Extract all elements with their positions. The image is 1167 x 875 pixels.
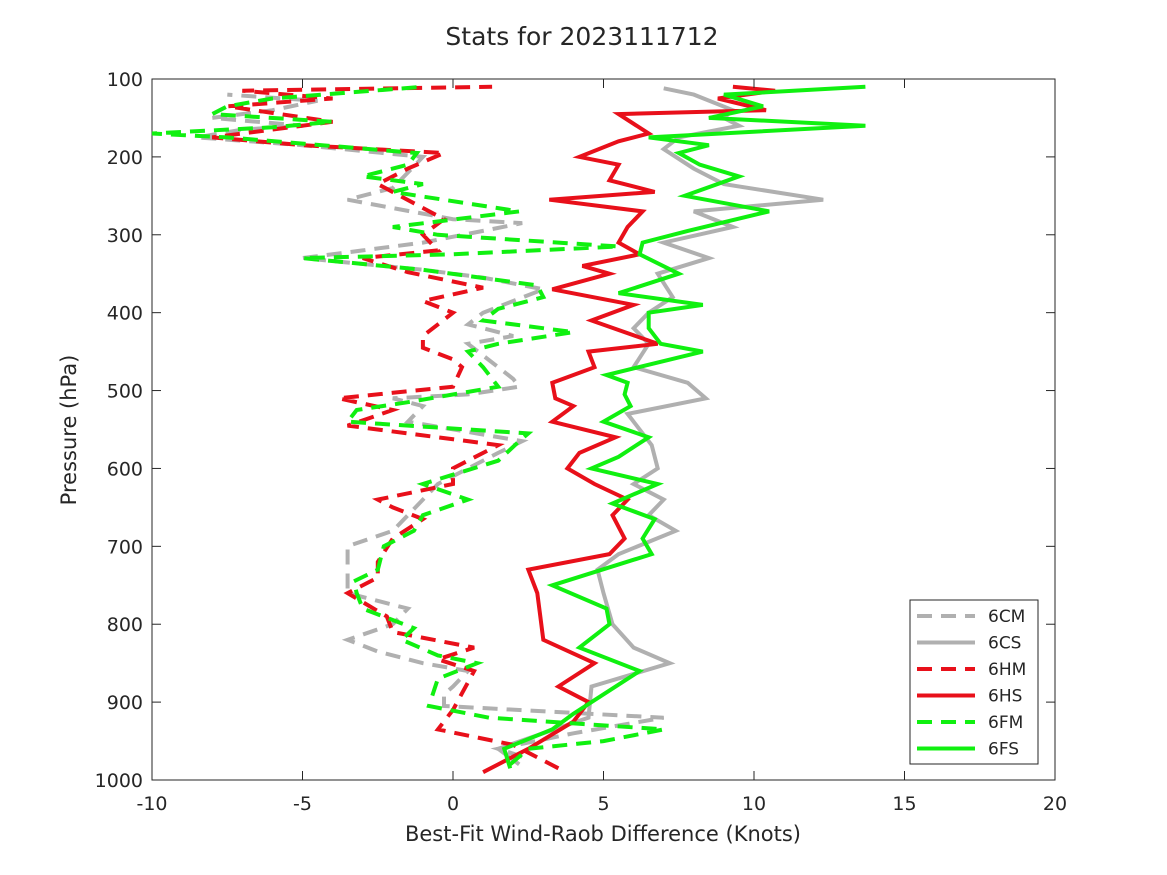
tick-layer: -10 -5 0 5 10 15 20 100 200 300 400 500 600 700 800 900… — [95, 69, 1067, 815]
x-tick-label: -5 — [293, 793, 312, 815]
x-tick-label: 15 — [892, 793, 916, 815]
legend-label-6cm: 6CM — [988, 607, 1025, 627]
legend-box — [909, 599, 1039, 765]
legend-label-6hs: 6HS — [988, 687, 1022, 707]
y-tick-label: 800 — [107, 614, 143, 636]
x-tick-label: -10 — [136, 793, 167, 815]
y-tick-label: 500 — [107, 381, 143, 403]
series-line-6fs — [501, 84, 866, 769]
plot-area: -10 -5 0 5 10 15 20 100 200 300 400 500 600 700 800 900… — [95, 69, 1067, 815]
y-tick-label: 300 — [107, 225, 143, 247]
chart-title: Stats for 2023111712 — [445, 22, 718, 51]
y-tick-label: 200 — [107, 147, 143, 169]
y-tick-label: 100 — [107, 69, 143, 91]
legend-label-6fs: 6FS — [988, 740, 1019, 760]
legend-label-6fm: 6FM — [988, 713, 1023, 733]
y-tick-label: 900 — [107, 692, 143, 714]
y-tick-label: 700 — [107, 536, 143, 558]
series-line-6fm — [151, 84, 665, 766]
legend-label-6cs: 6CS — [988, 634, 1021, 654]
legend-label-6hm: 6HM — [988, 660, 1026, 680]
series-line-6hs — [482, 84, 776, 774]
x-tick-label: 20 — [1043, 793, 1067, 815]
y-tick-label: 400 — [107, 303, 143, 325]
series-layer — [151, 84, 866, 774]
y-tick-label: 600 — [107, 458, 143, 480]
x-tick-label: 5 — [597, 793, 609, 815]
y-tick-label: 1000 — [95, 770, 143, 792]
legend: 6CM 6CS 6HM 6HS 6FM 6FS — [909, 599, 1039, 765]
x-axis-title: Best-Fit Wind-Raob Difference (Knots) — [405, 822, 801, 846]
x-tick-label: 0 — [447, 793, 459, 815]
series-line-6cm — [196, 92, 665, 759]
y-axis-title: Pressure (hPa) — [57, 355, 81, 506]
x-tick-label: 10 — [742, 793, 766, 815]
